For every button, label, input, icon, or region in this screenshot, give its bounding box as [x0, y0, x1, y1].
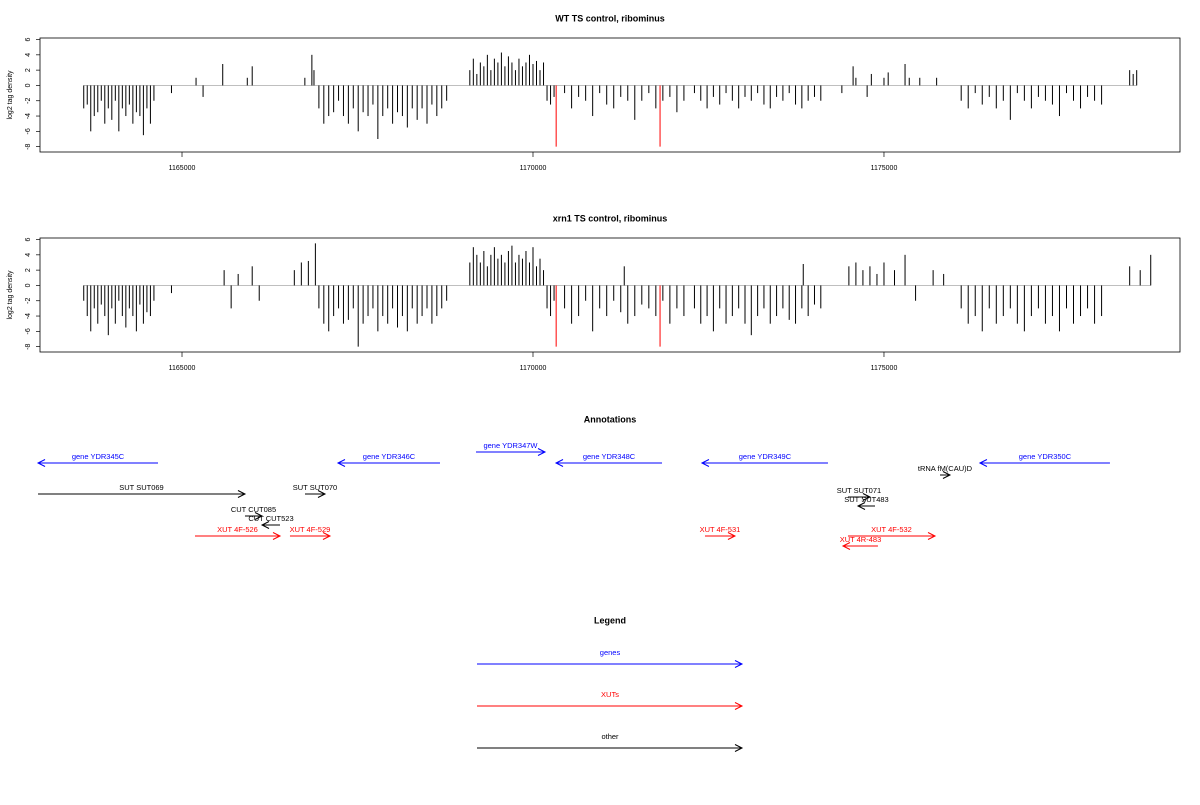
feature-arrow-head — [336, 459, 346, 467]
plot-box — [39, 237, 1181, 353]
x-tick-label: 1165000 — [169, 365, 196, 372]
y-tick-label: -4 — [25, 113, 32, 119]
y-tick-label: -4 — [25, 313, 32, 319]
x-tick-label: 1165000 — [169, 165, 196, 172]
chart-title: xrn1 TS control, ribominus — [553, 213, 668, 223]
feature-label: gene YDR346C — [363, 452, 416, 461]
legend-arrow-head — [734, 702, 744, 710]
feature-label: gene YDR345C — [72, 452, 125, 461]
feature-label: XUT 4F-529 — [290, 525, 331, 534]
feature-label: XUT 4F-532 — [871, 525, 912, 534]
y-tick-label: 6 — [25, 237, 32, 241]
y-tick-label: 0 — [25, 83, 32, 87]
y-axis-label: log2 tag density — [7, 70, 14, 120]
y-tick-label: -8 — [25, 343, 32, 349]
x-tick-label: 1170000 — [520, 165, 547, 172]
feature-arrow-head — [841, 542, 851, 550]
feature-label: CUT CUT523 — [248, 514, 293, 523]
feature-arrow-head — [927, 532, 937, 540]
x-tick-label: 1170000 — [520, 365, 547, 372]
feature-arrow-head — [862, 493, 872, 501]
y-tick-label: -2 — [25, 98, 32, 104]
feature-label: XUT 4F-531 — [700, 525, 741, 534]
y-tick-label: 0 — [25, 283, 32, 287]
feature-arrow-head — [856, 502, 866, 510]
y-axis-label: log2 tag density — [7, 270, 14, 320]
y-tick-label: 6 — [25, 37, 32, 41]
feature-label: gene YDR347W — [483, 441, 538, 450]
feature-arrow-head — [237, 490, 247, 498]
y-tick-label: 2 — [25, 68, 32, 72]
x-tick-label: 1175000 — [871, 365, 898, 372]
feature-label: gene YDR348C — [583, 452, 636, 461]
legend-label: genes — [600, 648, 621, 657]
legend-arrow-head — [734, 660, 744, 668]
y-tick-label: -8 — [25, 143, 32, 149]
legend-label: other — [601, 732, 619, 741]
annotations-title: Annotations — [584, 414, 637, 424]
legend-label: XUTs — [601, 690, 619, 699]
y-tick-label: -6 — [25, 328, 32, 334]
feature-arrow-head — [317, 490, 327, 498]
feature-arrow-head — [254, 512, 264, 520]
feature-arrow-head — [322, 532, 332, 540]
feature-label: XUT 4F-526 — [217, 525, 258, 534]
feature-arrow-head — [727, 532, 737, 540]
feature-label: gene YDR349C — [739, 452, 792, 461]
y-tick-label: -2 — [25, 298, 32, 304]
feature-arrow-head — [978, 459, 988, 467]
feature-label: CUT CUT085 — [231, 505, 276, 514]
y-tick-label: 4 — [25, 53, 32, 57]
plot-box — [39, 37, 1181, 153]
feature-label: SUT SUT070 — [293, 483, 337, 492]
legend-title: Legend — [594, 615, 626, 625]
feature-label: SUT SUT069 — [119, 483, 163, 492]
feature-arrow-head — [36, 459, 46, 467]
feature-label: tRNA fM(CAU)D — [918, 464, 973, 473]
feature-label: gene YDR350C — [1019, 452, 1072, 461]
feature-arrow-head — [700, 459, 710, 467]
feature-label: XUT 4R-483 — [840, 535, 882, 544]
legend-arrow-head — [734, 744, 744, 752]
feature-arrow-head — [942, 471, 952, 479]
feature-arrow-head — [260, 521, 270, 529]
y-tick-label: 2 — [25, 268, 32, 272]
feature-label: SUT SUT483 — [844, 495, 888, 504]
y-tick-label: 4 — [25, 253, 32, 257]
chart-title: WT TS control, ribominus — [555, 13, 665, 23]
feature-arrow-head — [272, 532, 282, 540]
feature-arrow-head — [554, 459, 564, 467]
x-tick-label: 1175000 — [871, 165, 898, 172]
feature-label: SUT SUT071 — [837, 486, 881, 495]
y-tick-label: -6 — [25, 128, 32, 134]
feature-arrow-head — [537, 448, 547, 456]
